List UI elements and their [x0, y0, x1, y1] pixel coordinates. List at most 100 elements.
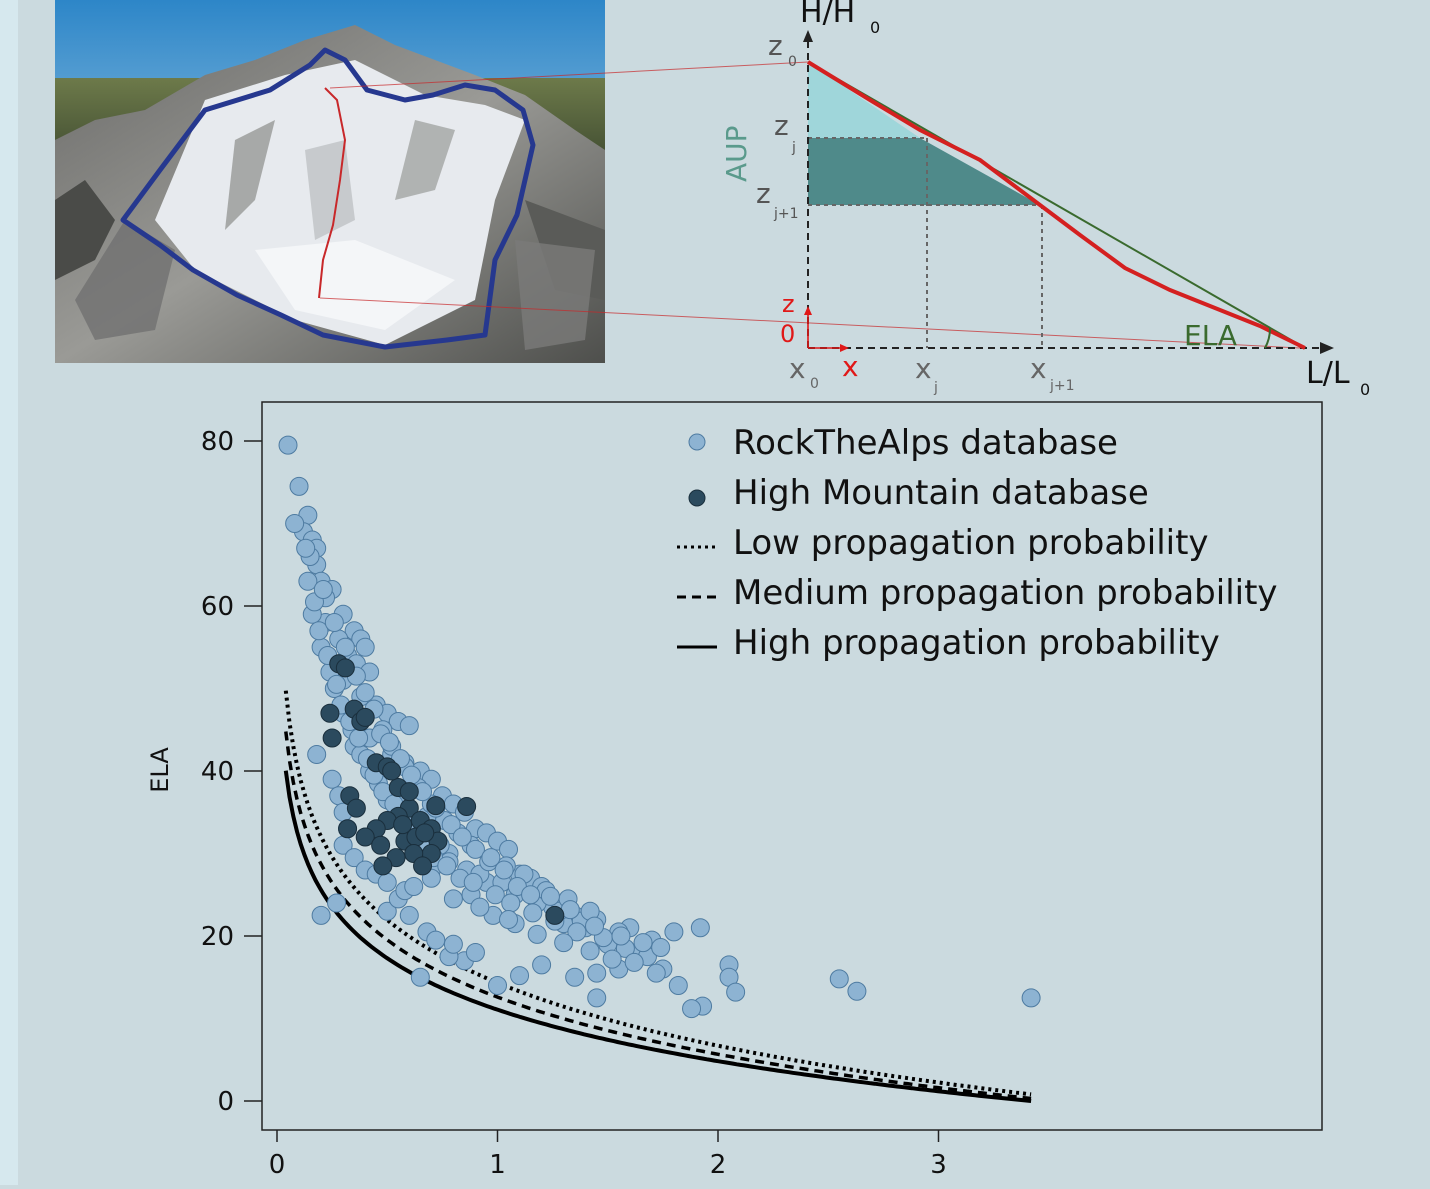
rockthealps-point — [510, 966, 530, 986]
origin-label: 0 — [780, 320, 795, 348]
xj-label: x — [915, 352, 932, 385]
legend: RockTheAlps database High Mountain databa… — [677, 423, 1278, 663]
zj-sub: j — [791, 140, 796, 156]
ela-angle-arc — [1264, 327, 1272, 349]
rockthealps-point — [682, 999, 702, 1019]
local-z-arrow-icon — [804, 306, 812, 315]
legend-label: High propagation probability — [733, 623, 1220, 663]
glacier-profile — [806, 60, 1306, 350]
rockthealps-point — [437, 856, 457, 876]
zj-label: z — [774, 109, 789, 142]
glacier-outline — [120, 47, 536, 350]
y-tick-label: 60 — [201, 592, 234, 622]
legend-label: Medium propagation probability — [733, 573, 1278, 613]
high-mountain-point — [457, 796, 477, 816]
x-tick-label: 1 — [489, 1150, 506, 1180]
plot-frame — [261, 401, 1323, 1131]
schematic-svg: H/H 0 L/L 0 z 0 z j z j+1 AUP ELA x 0 x … — [720, 0, 1370, 399]
high-mountain-point — [426, 796, 446, 816]
rockthealps-point — [587, 963, 607, 983]
rockthealps-point — [410, 967, 430, 987]
rockthealps-point — [664, 922, 684, 942]
fit-curves — [283, 690, 1032, 1103]
high-mountain-point — [355, 827, 375, 847]
rockthealps-point — [426, 930, 446, 950]
rockthealps-point — [443, 889, 463, 909]
rockthealps-point — [532, 955, 552, 975]
chart-svg: 0 1 2 3 0 20 40 60 80 ELA RockTheAlps database Hi… — [146, 401, 1323, 1180]
high-mountain-point — [393, 815, 413, 835]
legend-label: RockTheAlps database — [733, 423, 1118, 463]
rockthealps-point — [296, 538, 316, 558]
high-mountain-point — [346, 798, 366, 818]
rockthealps-point — [399, 905, 419, 925]
rockthealps-point — [379, 732, 399, 752]
rockthealps-point — [587, 988, 607, 1008]
dashed-curve — [284, 731, 1032, 1101]
y-tick-label: 0 — [217, 1087, 234, 1117]
connector-lines — [319, 61, 1301, 349]
local-x-arrow-icon — [840, 344, 849, 352]
zj1-label: z — [756, 177, 771, 210]
local-z-label: z — [782, 290, 795, 318]
z0-sub: 0 — [788, 54, 797, 70]
x-tick-label: 0 — [269, 1150, 286, 1180]
rockthealps-point — [335, 637, 355, 657]
aup-dark-area — [808, 138, 1040, 205]
xj1-label: x — [1030, 352, 1047, 385]
xj1-sub: j+1 — [1049, 378, 1075, 394]
x-tick-label: 3 — [930, 1150, 947, 1180]
high-mountain-point — [355, 707, 375, 727]
rockthealps-point — [355, 683, 375, 703]
rockthealps-point — [441, 815, 461, 835]
aup-label: AUP — [720, 125, 753, 182]
y-tick-label: 80 — [201, 427, 234, 457]
legend-high-marker — [688, 489, 706, 507]
high-mountain-point — [338, 819, 358, 839]
rockthealps-point — [602, 949, 622, 969]
high-mountain-points — [320, 654, 565, 925]
y-axis-label: ELA — [146, 747, 174, 793]
high-mountain-point — [371, 835, 391, 855]
rockthealps-point — [377, 901, 397, 921]
rockthealps-point — [847, 981, 867, 1001]
high-mountain-point — [382, 761, 402, 781]
rockthealps-point — [501, 893, 521, 913]
rockthealps-point — [313, 580, 333, 599]
rockthealps-point — [327, 893, 347, 913]
local-x-label: x — [842, 350, 859, 383]
rockthealps-point — [463, 872, 483, 892]
rockthealps-point — [278, 435, 298, 455]
z0-label: z — [768, 29, 783, 62]
y-tick-label: 40 — [201, 757, 234, 787]
rockthealps-point — [470, 897, 490, 917]
rockthealps-point — [481, 848, 501, 868]
ela-scatter-chart: 0 1 2 3 0 20 40 60 80 ELA RockTheAlps database Hi… — [0, 385, 1430, 1185]
rockthealps-point — [344, 848, 364, 868]
rockthealps-point — [668, 976, 688, 995]
rockthealps-point — [521, 885, 541, 905]
h-axis-arrow-icon — [803, 30, 813, 42]
rockthealps-point — [377, 872, 397, 892]
rockthealps-point — [494, 860, 514, 880]
rockthealps-point — [624, 952, 644, 972]
glacier-aerial-photo — [55, 0, 605, 363]
legend-rock-marker — [688, 433, 706, 451]
axis-ticks: 0 1 2 3 0 20 40 60 80 — [201, 427, 947, 1180]
rockthealps-point — [633, 933, 653, 953]
rockthealps-point — [307, 745, 327, 764]
rockthealps-point — [298, 571, 318, 591]
rockthealps-point — [611, 926, 631, 946]
l-axis-sub: 0 — [1360, 380, 1370, 399]
x0-label: x — [789, 352, 806, 385]
rockthealps-point — [527, 924, 547, 944]
ela-label: ELA — [1184, 319, 1237, 352]
rockthealps-point — [322, 769, 342, 789]
rockthealps-point — [443, 934, 463, 954]
high-mountain-point — [545, 905, 565, 925]
rockthealps-point — [499, 839, 519, 859]
rockthealps-point — [309, 621, 329, 641]
rockthealps-point — [540, 886, 560, 906]
rockthealps-point — [690, 918, 710, 938]
legend-label: High Mountain database — [733, 473, 1149, 513]
